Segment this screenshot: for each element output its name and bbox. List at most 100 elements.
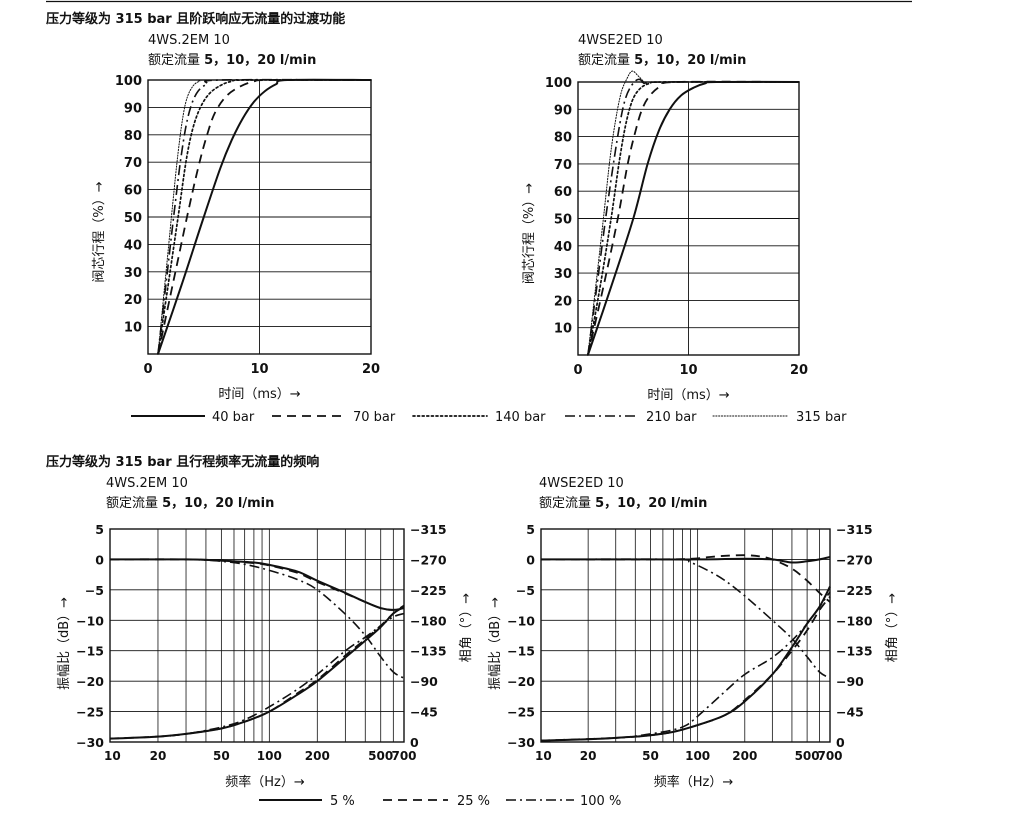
step-right-ytick-label: 40 [554, 240, 572, 255]
freq-right-title: 4WSE2ED 10 [539, 476, 624, 491]
legend-step-0-label: 40 bar [212, 410, 255, 425]
section-title-frequency-response: 压力等级为 315 bar 且行程频率无流量的频响 [46, 454, 319, 470]
freq-right-y2tick-label: −225 [836, 583, 873, 598]
freq-right-xtick-label: 200 [732, 749, 757, 763]
freq-right-y2tick-label: −45 [836, 705, 864, 720]
freq-right-y2-axis-label: 相角（°）→ [885, 593, 900, 663]
freq-left-y2-axis-label: 相角（°）→ [459, 593, 474, 663]
freq-left-xtick-label: 50 [213, 749, 230, 763]
freq-right-subtitle-values: 5，10，20 l/min [595, 496, 707, 511]
step-left-subtitle-values: 5，10，20 l/min [204, 53, 316, 68]
step-right-xtick-label: 0 [573, 363, 582, 378]
freq-right-subtitle-prefix: 额定流量 [539, 496, 595, 511]
freq-right-ytick-label: −30 [507, 735, 535, 750]
step-right-ytick-label: 80 [554, 131, 572, 146]
freq-right-plot: 50−5−10−15−20−25−30−315−270−225−180−135−… [507, 522, 873, 763]
step-right-plot: 10 20 30 40 50 60 70 80 90 100 0 10 20 [545, 70, 808, 378]
step-left-series-315-bar [157, 79, 372, 355]
step-right-subtitle-values: 5，10，20 l/min [634, 53, 746, 68]
step-left-ytick-label: 70 [124, 156, 142, 171]
freq-left-series-25-pct-phase [109, 604, 405, 740]
freq-left-y2tick-label: −45 [410, 705, 438, 720]
freq-left-ytick-label: −10 [76, 613, 104, 628]
freq-left-y2tick-label: −180 [410, 613, 447, 628]
freq-left-ytick-label: −5 [85, 583, 104, 598]
freq-right-ytick-label: −5 [516, 583, 535, 598]
legend-step-4-label: 315 bar [796, 410, 847, 425]
freq-left-ytick-label: −30 [76, 735, 104, 750]
freq-right-xtick-label: 20 [580, 749, 597, 763]
freq-right-ytick-label: −25 [507, 705, 535, 720]
step-left-plot: 10 20 30 40 50 60 70 80 90 100 0 10 20 [115, 74, 380, 377]
freq-right-series-25-pct-phase [540, 596, 831, 742]
freq-right-y2tick-label: −315 [836, 522, 873, 537]
step-right-subtitle: 额定流量 5，10，20 l/min [578, 53, 746, 68]
step-left-xtick-label: 0 [143, 362, 152, 377]
freq-right-ytick-label: −20 [507, 674, 535, 689]
freq-left-ytick-label: −20 [76, 674, 104, 689]
freq-left-x-axis-label: 频率（Hz）→ [225, 774, 305, 790]
step-left-x-axis-label: 时间（ms）→ [218, 387, 300, 402]
step-right-ytick-label: 100 [545, 76, 572, 91]
freq-right-y2tick-label: −135 [836, 644, 873, 659]
step-left-series-40-bar [157, 78, 372, 355]
step-right-x-axis-label: 时间（ms）→ [647, 388, 729, 403]
step-left-title: 4WS.2EM 10 [148, 33, 230, 48]
freq-left-y2tick-label: −270 [410, 552, 447, 567]
freq-left-xtick-label: 500 [368, 749, 393, 763]
legend-freq-0-label: 5 % [330, 794, 355, 809]
freq-right-series-5-pct-phase [540, 586, 831, 742]
section-title-step-response: 压力等级为 315 bar 且阶跃响应无流量的过渡功能 [46, 11, 345, 27]
step-right-series-315-bar [587, 70, 800, 356]
freq-left-y2tick-label: −315 [410, 522, 447, 537]
freq-left-series-5-pct-phase [109, 605, 405, 740]
freq-left-y2tick-label: 0 [410, 735, 419, 750]
freq-left-ytick-label: −25 [76, 705, 104, 720]
freq-left-ytick-label: 5 [95, 522, 104, 537]
step-right-y-axis-label: 阀芯行程（%）→ [522, 183, 537, 284]
step-right-xtick-label: 20 [790, 363, 808, 378]
legend-step-1-label: 70 bar [353, 410, 396, 425]
step-right-xtick-label: 10 [679, 363, 697, 378]
freq-left-title: 4WS.2EM 10 [106, 476, 188, 491]
legend-freq-1-label: 25 % [457, 794, 490, 809]
freq-left-subtitle-values: 5，10，20 l/min [162, 496, 274, 511]
freq-left-plot-frame [109, 528, 405, 743]
freq-left-subtitle: 额定流量 5，10，20 l/min [106, 496, 274, 511]
freq-left-series-100-pct-amplitude [109, 558, 405, 679]
legend-step-3-label: 210 bar [646, 410, 697, 425]
legend-freq-2-label: 100 % [580, 794, 621, 809]
freq-right-xtick-label: 10 [535, 749, 552, 763]
freq-right-ytick-label: −10 [507, 613, 535, 628]
freq-right-xtick-label: 700 [817, 749, 842, 763]
freq-left-ytick-label: −15 [76, 644, 104, 659]
freq-right-ytick-label: 0 [526, 552, 535, 567]
legend-step-2-label: 140 bar [495, 410, 546, 425]
freq-left-xtick-label: 200 [305, 749, 330, 763]
step-left-subtitle: 额定流量 5，10，20 l/min [148, 53, 316, 68]
freq-left-y-axis-label: 振幅比（dB）→ [57, 597, 72, 690]
step-left-xtick-label: 10 [250, 362, 268, 377]
freq-left-y2tick-label: −90 [410, 674, 438, 689]
freq-right-series-100-pct-phase [540, 591, 831, 742]
step-right-ytick-label: 70 [554, 158, 572, 173]
freq-left-xtick-label: 100 [257, 749, 282, 763]
step-left-ytick-label: 90 [124, 101, 142, 116]
freq-right-y2tick-label: −90 [836, 674, 864, 689]
freq-left-plot: 50−5−10−15−20−25−30−315−270−225−180−135−… [76, 522, 447, 763]
step-right-ytick-label: 30 [554, 267, 572, 282]
freq-right-ytick-label: −15 [507, 644, 535, 659]
freq-left-xtick-label: 10 [104, 749, 121, 763]
step-left-y-axis-label: 阀芯行程（%）→ [92, 181, 107, 282]
freq-left-y2tick-label: −225 [410, 583, 447, 598]
freq-left-ytick-label: 0 [95, 552, 104, 567]
step-right-subtitle-prefix: 额定流量 [578, 53, 634, 68]
step-left-ytick-label: 30 [124, 266, 142, 281]
step-right-ytick-label: 60 [554, 185, 572, 200]
freq-right-y2tick-label: −270 [836, 552, 873, 567]
step-right-title: 4WSE2ED 10 [578, 33, 663, 48]
freq-right-xtick-label: 100 [685, 749, 710, 763]
step-right-ytick-label: 20 [554, 294, 572, 309]
step-right-ytick-label: 10 [554, 322, 572, 337]
